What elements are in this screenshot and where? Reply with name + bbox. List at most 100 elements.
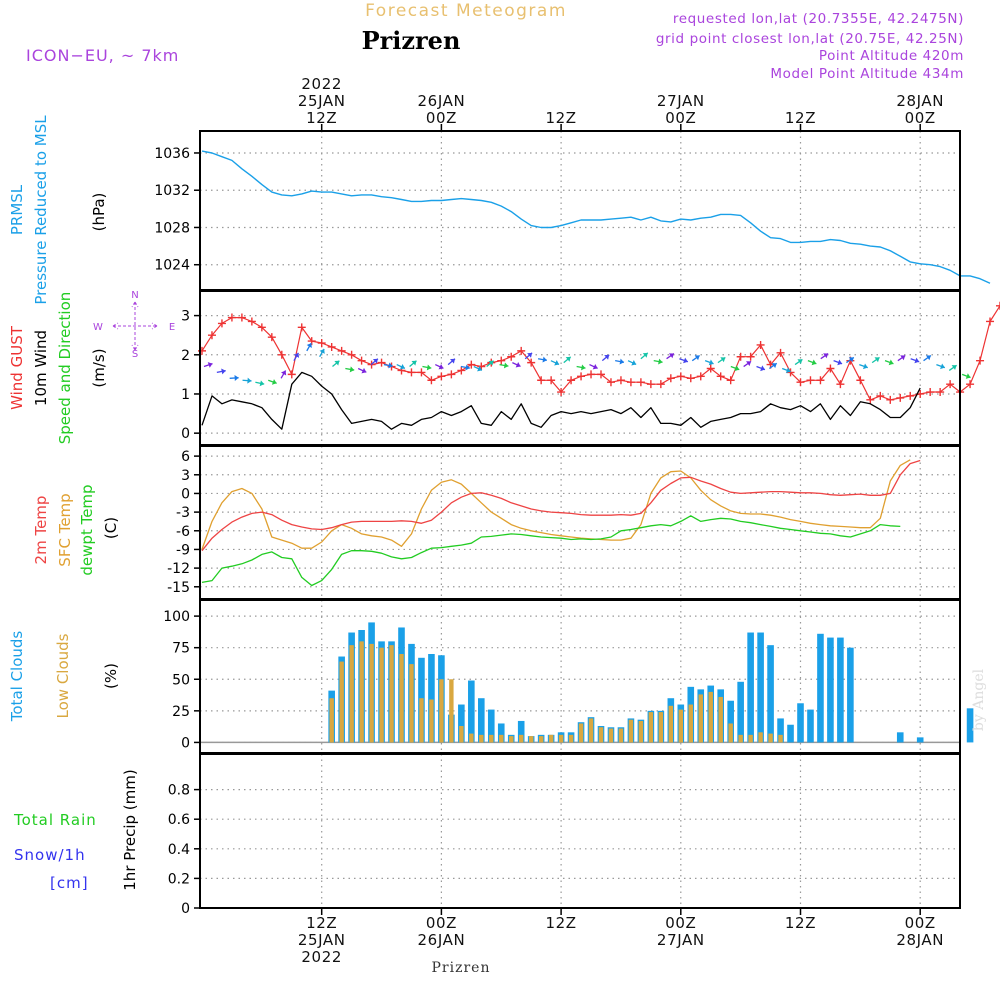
low-cloud-bar xyxy=(439,679,444,743)
low-cloud-bar xyxy=(648,712,654,743)
gust-marker xyxy=(507,352,516,361)
y-tick-label: 1036 xyxy=(154,146,190,162)
temp-unit: (C) xyxy=(102,517,120,539)
compass-n: N xyxy=(131,290,138,301)
gust-marker xyxy=(297,323,306,332)
low-cloud-bar xyxy=(628,719,634,743)
y-tick-label: -6 xyxy=(176,524,190,540)
low-cloud-bar xyxy=(638,720,644,743)
gust-marker xyxy=(277,350,286,359)
wind-arrow-head xyxy=(823,353,829,359)
gust-marker xyxy=(317,339,326,348)
y-tick-label: 100 xyxy=(163,609,190,625)
gust-marker xyxy=(527,358,536,367)
low-cloud-bar xyxy=(718,696,723,743)
gust-marker xyxy=(257,323,266,332)
low-cloud-bar xyxy=(369,643,374,743)
wind-arrow-head xyxy=(503,362,509,369)
gust-marker xyxy=(467,360,476,369)
gust-marker xyxy=(976,356,985,365)
top-time-label: 12Z xyxy=(785,109,816,127)
gust-marker xyxy=(706,364,715,373)
low-cloud-bar xyxy=(419,698,424,743)
total-cloud-bar xyxy=(497,723,505,743)
wind-arrow-head xyxy=(399,363,405,370)
gust-marker xyxy=(646,380,655,389)
wind-label: 10m Wind xyxy=(32,330,50,406)
low-cloud-bar xyxy=(339,661,344,743)
low-cloud-bar xyxy=(359,641,364,743)
bottom-time-label: 27JAN xyxy=(657,931,705,949)
wind-arrow-head xyxy=(334,360,340,366)
wind-arrow-head xyxy=(668,353,674,359)
wind-arrow-head xyxy=(658,358,663,365)
y-tick-label: 6 xyxy=(181,449,190,465)
gust-marker xyxy=(736,352,745,361)
y-tick-label: 25 xyxy=(172,704,190,720)
y-tick-label: -15 xyxy=(167,580,190,596)
requested-coords: requested lon,lat (20.7355E, 42.2475N) xyxy=(673,11,964,27)
y-tick-label: -3 xyxy=(176,505,190,521)
y-tick-label: 0 xyxy=(181,735,190,751)
gust-marker xyxy=(726,376,735,385)
wind-arrow-head xyxy=(488,360,494,366)
total-cloud-bar xyxy=(777,718,784,743)
wind-arrow-head xyxy=(874,357,880,363)
top-time-label: 12Z xyxy=(306,109,337,127)
top-time-label: 00Z xyxy=(905,109,936,127)
wind-arrow-head xyxy=(372,358,378,364)
y-tick-label: 1024 xyxy=(154,258,190,274)
wind-arrow-head xyxy=(888,359,894,366)
low-cloud-bar xyxy=(449,679,454,743)
bottom-time-label: 00Z xyxy=(426,914,457,932)
wind-unit: (m/s) xyxy=(90,348,108,387)
faint-title: Forecast Meteogram xyxy=(365,1,567,21)
snow-unit: [cm] xyxy=(50,874,89,892)
precip-axis-label: 1hr Precip (mm) xyxy=(121,769,139,890)
wind-arrow-head xyxy=(837,359,843,366)
total-cloud-bar xyxy=(478,698,485,743)
compass-s: S xyxy=(132,349,138,360)
total-cloud-bar xyxy=(458,704,465,743)
sfc-temp-line xyxy=(201,459,911,550)
clouds-unit: (%) xyxy=(102,663,120,689)
pressure-line xyxy=(201,150,991,284)
gust-marker xyxy=(327,342,336,351)
wind-arrow-head xyxy=(388,362,393,369)
low-cloud-bar xyxy=(519,734,524,743)
label-layer: 1024 1028 1032 1036 0 1 2 3 -15 -12 -9 -6 -3 0 3 6 0 25 50… xyxy=(8,75,944,966)
bottom-time-label: 26JAN xyxy=(418,931,466,949)
gust-marker xyxy=(587,370,596,379)
wind-arrow-head xyxy=(515,362,521,368)
gust-marker xyxy=(457,366,466,375)
pressure-unit: (hPa) xyxy=(90,193,108,232)
low-cloud-bar xyxy=(389,645,394,743)
pressure-label-long: Pressure Reduced to MSL xyxy=(32,115,50,305)
gust-marker xyxy=(267,333,276,342)
gust-marker xyxy=(836,380,845,389)
wind-arrow-head xyxy=(940,363,945,370)
gust-marker xyxy=(417,368,426,377)
y-tick-label: 0.4 xyxy=(168,842,190,858)
low-cloud-bar xyxy=(479,734,484,743)
low-cloud-bar xyxy=(658,712,664,743)
low-cloud-bar xyxy=(618,728,624,743)
panel-frame xyxy=(199,290,961,446)
wind-arrow-head xyxy=(683,357,688,364)
gust-marker xyxy=(537,376,546,385)
y-tick-label: 75 xyxy=(172,641,190,657)
gust-marker xyxy=(876,391,885,400)
y-tick-label: -9 xyxy=(176,542,190,558)
total-cloud-bar xyxy=(747,632,754,743)
total-cloud-bar xyxy=(517,720,525,743)
top-time-label: 28JAN xyxy=(896,92,944,110)
gust-marker xyxy=(207,331,216,340)
footer-location: Prizren xyxy=(432,960,491,976)
gust-marker xyxy=(966,380,975,389)
wind-arrow-head xyxy=(862,363,868,370)
gust-marker xyxy=(407,368,416,377)
gust-marker xyxy=(926,388,935,397)
gust-marker xyxy=(826,364,835,373)
total-cloud-bar xyxy=(797,703,804,743)
